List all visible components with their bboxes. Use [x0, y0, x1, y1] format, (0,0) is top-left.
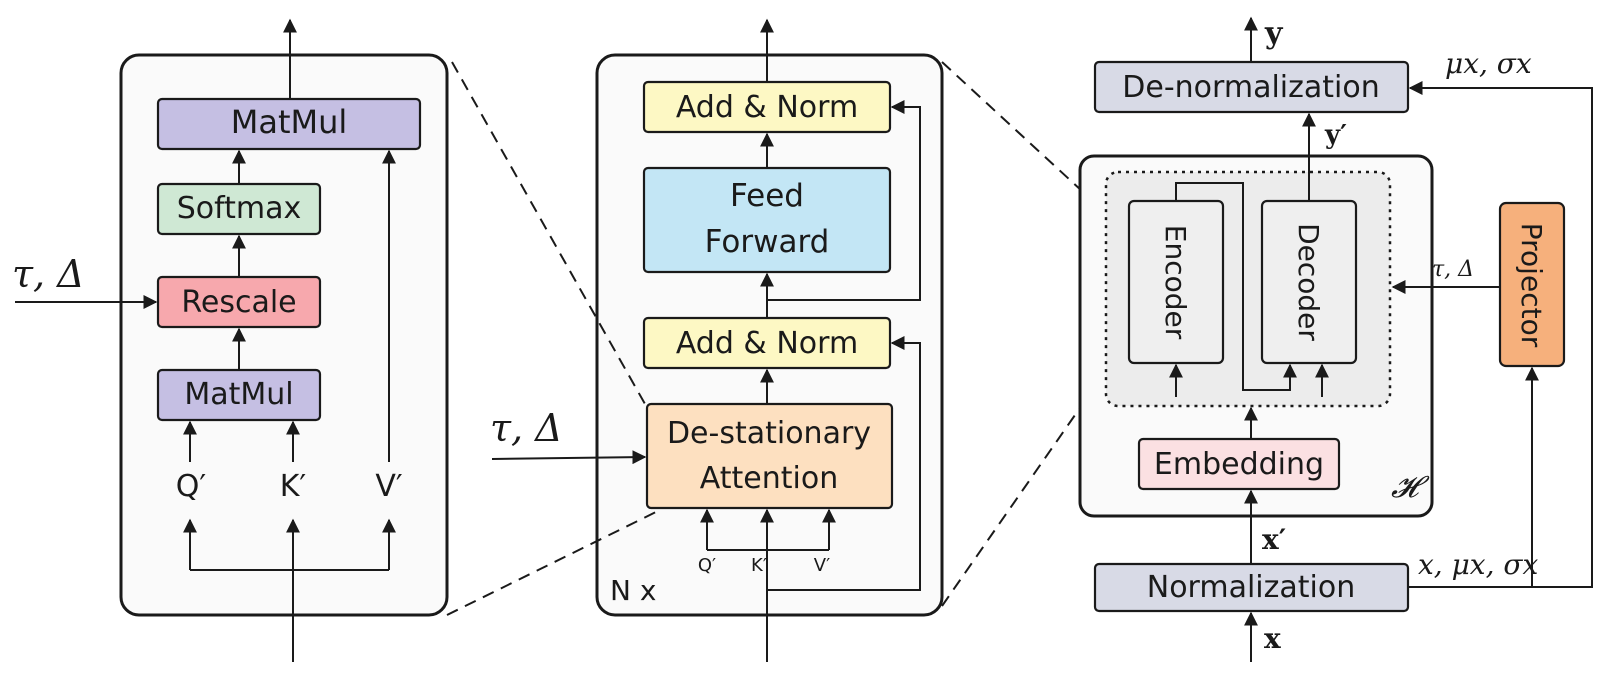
projector-tau-delta-label: τ, Δ: [1432, 257, 1474, 282]
residual-ff-arrow: [767, 100, 921, 301]
x-prime-label: x′: [1262, 523, 1286, 556]
encoder-to-decoder-arrow: [1175, 182, 1297, 391]
rescale-label: Rescale: [181, 285, 296, 320]
matmul-bottom-label: MatMul: [184, 377, 293, 412]
left-k-label: K′: [280, 469, 307, 504]
projector-box: [1498, 201, 1566, 368]
left-panel-attention-detail: MatMul Softmax Rescale MatMul Q′ K′ V′ τ…: [12, 18, 449, 662]
embedding-box: [1137, 437, 1341, 491]
middle-tau-delta-arrow: [491, 450, 647, 465]
y-prime-label: y′: [1324, 120, 1347, 150]
zoom-line-left-top: [451, 61, 646, 405]
middle-panel-transformer-block: Add & Norm Feed Forward Add & Norm De-st…: [490, 18, 944, 662]
residual-attention-arrow: [767, 336, 921, 591]
mid-v-label: V′: [814, 555, 830, 576]
x-mu-sigma-label: x, μx, σx: [1418, 548, 1538, 581]
middle-tau-delta-label: τ, Δ: [490, 406, 563, 450]
denormalization-label: De-normalization: [1122, 70, 1379, 105]
feed-forward-label-1: Feed: [730, 178, 804, 214]
matmul-top-label: MatMul: [231, 103, 348, 141]
softmax-label: Softmax: [177, 191, 302, 226]
add-norm-top-label: Add & Norm: [676, 90, 858, 125]
encoder-label: Encoder: [1159, 225, 1192, 340]
attention-label-2: Attention: [700, 461, 838, 496]
embedding-label: Embedding: [1154, 447, 1324, 482]
projector-label: Projector: [1515, 223, 1548, 348]
normalization-label: Normalization: [1147, 570, 1355, 605]
y-output-label: y: [1264, 16, 1284, 51]
stats-feedback-arrow: [1408, 81, 1593, 588]
mid-k-label: K′: [751, 555, 767, 576]
feed-forward-label-2: Forward: [705, 224, 830, 260]
add-norm-bottom-label: Add & Norm: [676, 326, 858, 361]
left-tau-delta-label: τ, Δ: [12, 252, 85, 296]
left-v-label: V′: [375, 469, 403, 504]
left-q-label: Q′: [176, 469, 207, 504]
x-input-label: x: [1264, 622, 1281, 655]
attention-label-1: De-stationary: [667, 416, 871, 451]
mu-sigma-label: μx, σx: [1445, 47, 1532, 80]
repeat-n-label: N x: [610, 574, 656, 607]
destationary-attention-box: [645, 402, 894, 510]
right-panel-framework: De-normalization y Encoder Decoder y′ Em…: [1078, 16, 1593, 662]
mid-q-label: Q′: [698, 555, 716, 576]
decoder-label: Decoder: [1292, 223, 1325, 341]
